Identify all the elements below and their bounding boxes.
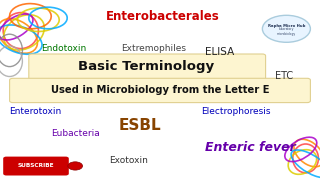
Text: Enterobacterales: Enterobacterales: [106, 10, 219, 23]
Text: Extremophiles: Extremophiles: [122, 44, 187, 53]
Text: Electrophoresis: Electrophoresis: [202, 107, 271, 116]
Text: Used in Microbiology from the Letter E: Used in Microbiology from the Letter E: [51, 85, 269, 95]
Text: Exotoxin: Exotoxin: [109, 156, 148, 165]
FancyBboxPatch shape: [29, 54, 266, 80]
Text: Enteric fever: Enteric fever: [205, 141, 296, 154]
Text: Endotoxin: Endotoxin: [42, 44, 87, 53]
Circle shape: [68, 162, 83, 170]
FancyBboxPatch shape: [10, 78, 310, 103]
Text: Eubacteria: Eubacteria: [51, 129, 100, 138]
Text: laboratory
microbiology: laboratory microbiology: [277, 27, 296, 36]
Text: Basic Terminology: Basic Terminology: [77, 60, 214, 73]
Text: ELISA: ELISA: [205, 47, 234, 57]
Text: ESBL: ESBL: [118, 118, 161, 134]
Text: Enterotoxin: Enterotoxin: [10, 107, 62, 116]
Text: SUBSCRIBE: SUBSCRIBE: [18, 163, 54, 168]
Text: ETC: ETC: [275, 71, 293, 81]
Text: Rapha Micro Hub: Rapha Micro Hub: [268, 24, 305, 28]
FancyBboxPatch shape: [3, 157, 69, 176]
Circle shape: [262, 15, 310, 42]
